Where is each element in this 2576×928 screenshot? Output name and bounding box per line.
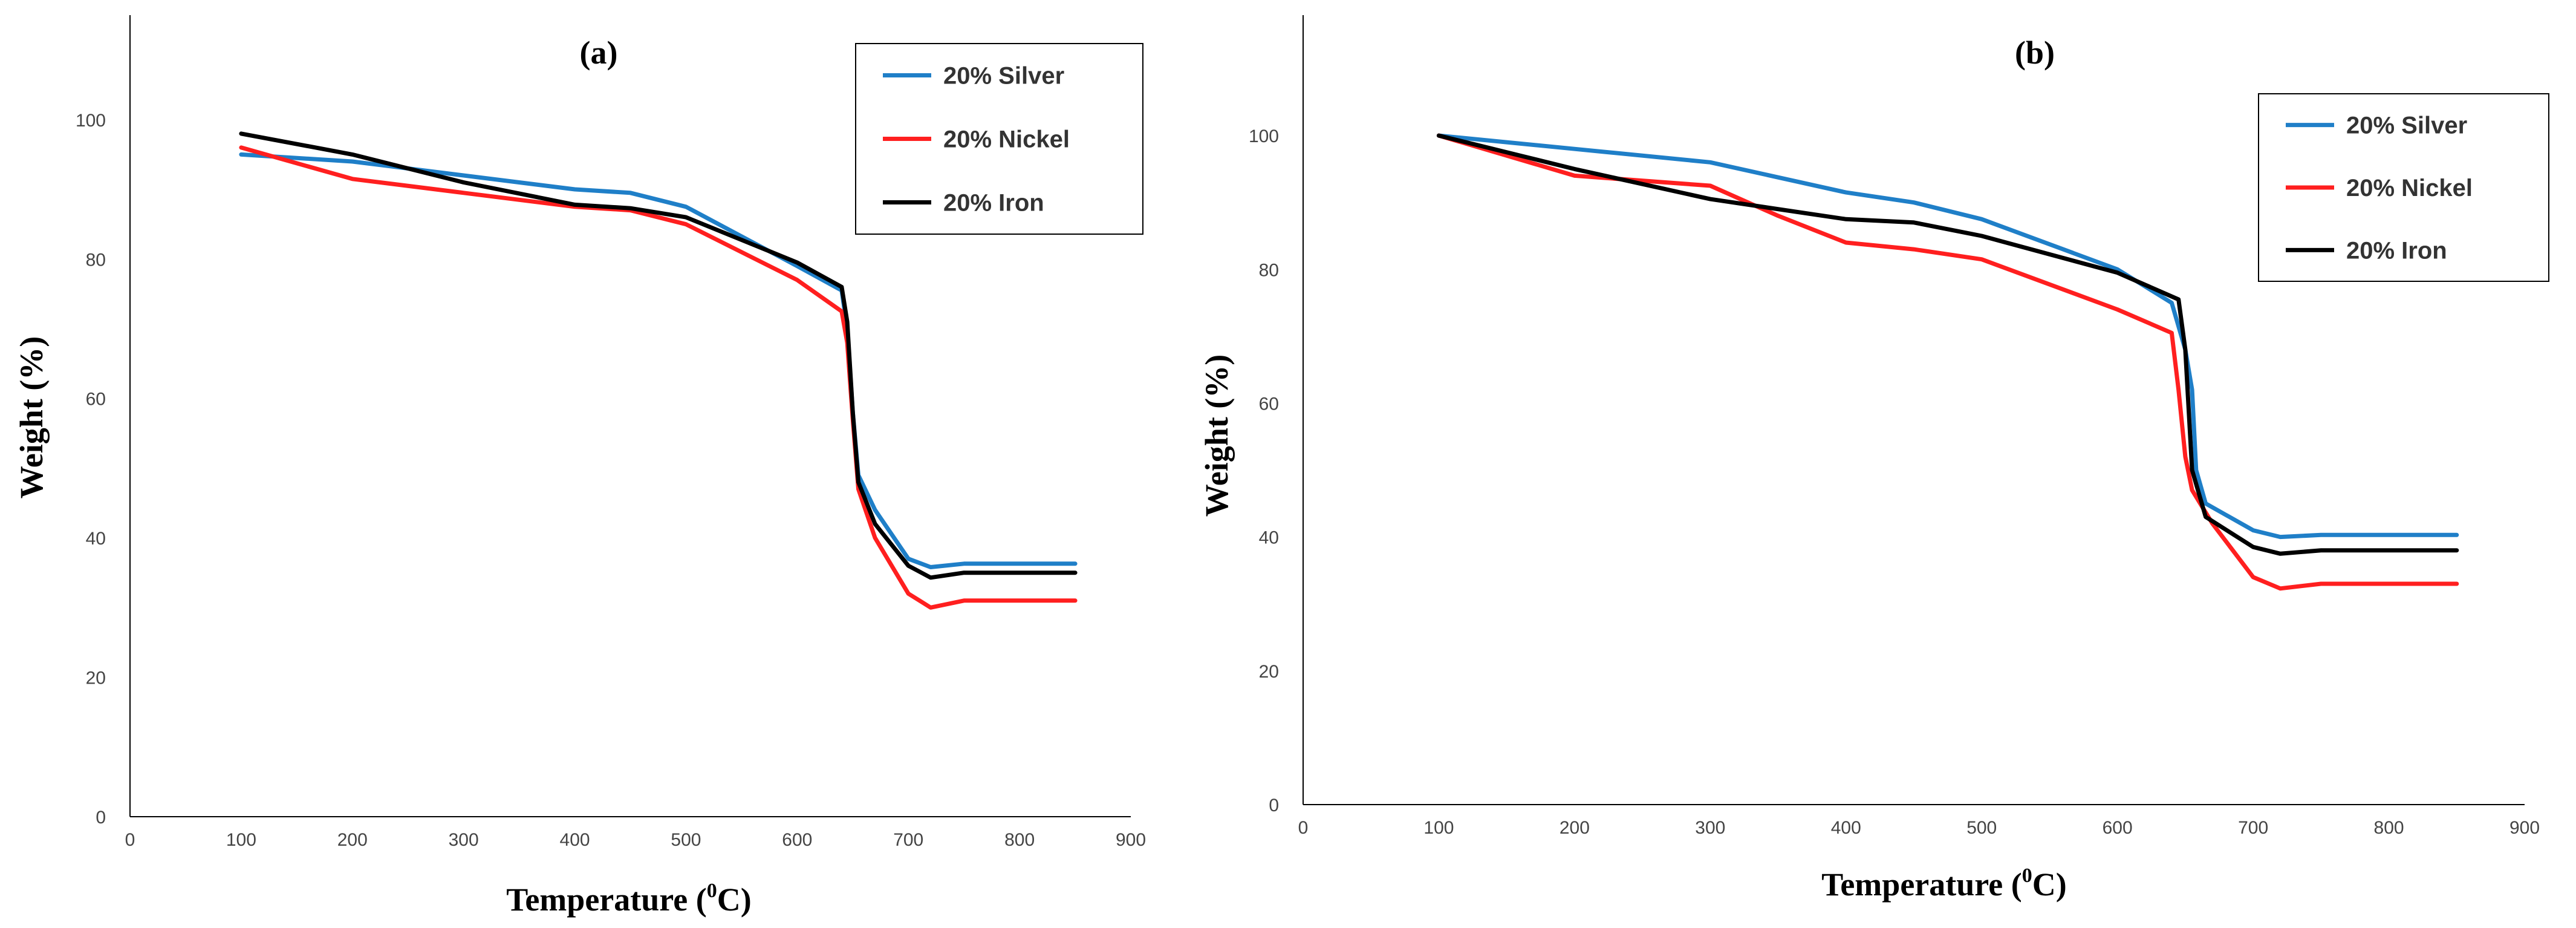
- legend: 20% Silver 20% Nickel 20% Iron: [2258, 93, 2549, 282]
- x-tick-label: 0: [1298, 818, 1309, 838]
- y-axis-title: Weight (%): [1199, 355, 1235, 517]
- legend-label: 20% Nickel: [943, 126, 1070, 153]
- x-tick-label: 800: [1004, 830, 1035, 850]
- panel-title: (a): [580, 34, 618, 71]
- y-tick-label: 0: [1269, 796, 1279, 815]
- panel-title: (b): [2015, 34, 2055, 71]
- x-axis-title: Temperature (0C): [506, 880, 751, 918]
- x-tick-label: 500: [1966, 818, 1997, 838]
- x-tick-label: 400: [560, 830, 590, 850]
- series-line-0: [1436, 133, 2459, 540]
- x-tick-label: 300: [1695, 818, 1725, 838]
- x-tick-label: 400: [1831, 818, 1861, 838]
- y-tick-label: 100: [76, 111, 106, 131]
- x-tick-label: 800: [2374, 818, 2404, 838]
- legend: 20% Silver 20% Nickel 20% Iron: [855, 43, 1143, 235]
- series-line-1: [239, 145, 1078, 610]
- x-tick-label: 900: [2509, 818, 2540, 838]
- y-tick-label: 80: [86, 250, 106, 270]
- x-tick-label: 0: [125, 830, 135, 850]
- x-tick-label: 900: [1116, 830, 1146, 850]
- legend-label: 20% Nickel: [2346, 175, 2473, 201]
- legend-label: 20% Iron: [2346, 237, 2447, 264]
- legend-label: 20% Silver: [943, 63, 1064, 90]
- y-tick-label: 40: [86, 529, 106, 549]
- x-tick-label: 500: [671, 830, 701, 850]
- series-line-2: [239, 131, 1078, 580]
- legend-label: 20% Iron: [943, 190, 1044, 217]
- x-tick-label: 100: [226, 830, 256, 850]
- y-axis-title: Weight (%): [13, 336, 50, 498]
- y-tick-label: 60: [1259, 394, 1279, 414]
- y-tick-label: 60: [86, 390, 106, 410]
- y-tick-label: 0: [96, 808, 106, 828]
- y-tick-label: 80: [1259, 260, 1279, 280]
- y-tick-label: 100: [1249, 126, 1279, 146]
- series-line-2: [1436, 133, 2459, 556]
- x-tick-label: 100: [1423, 818, 1454, 838]
- x-tick-label: 600: [782, 830, 812, 850]
- chart-panel-0: 0 100 200 300 400 500 600 700 800 900 0 20 40 60 80 100…: [13, 15, 1146, 918]
- chart-panel-1: 0 100 200 300 400 500 600 700 800 900 0 20 40 60 80 100…: [1199, 15, 2549, 903]
- y-tick-label: 20: [1259, 662, 1279, 682]
- x-tick-label: 200: [1560, 818, 1590, 838]
- x-tick-label: 300: [449, 830, 479, 850]
- x-tick-label: 600: [2103, 818, 2133, 838]
- legend-label: 20% Silver: [2346, 113, 2467, 139]
- x-axis-title: Temperature (0C): [1821, 864, 2066, 903]
- y-tick-label: 40: [1259, 528, 1279, 548]
- y-tick-label: 20: [86, 668, 106, 688]
- x-tick-label: 700: [893, 830, 923, 850]
- x-tick-label: 200: [337, 830, 368, 850]
- x-tick-label: 700: [2238, 818, 2268, 838]
